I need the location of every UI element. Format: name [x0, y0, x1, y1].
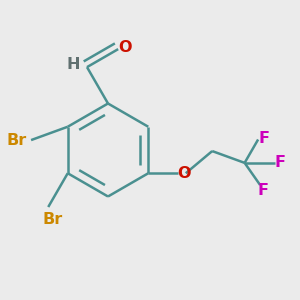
Text: F: F — [274, 155, 286, 170]
Text: F: F — [258, 184, 268, 199]
Text: Br: Br — [6, 133, 27, 148]
Text: O: O — [118, 40, 131, 55]
Text: F: F — [258, 131, 269, 146]
Text: Br: Br — [43, 212, 63, 227]
Text: H: H — [67, 57, 80, 72]
Text: O: O — [177, 166, 190, 181]
